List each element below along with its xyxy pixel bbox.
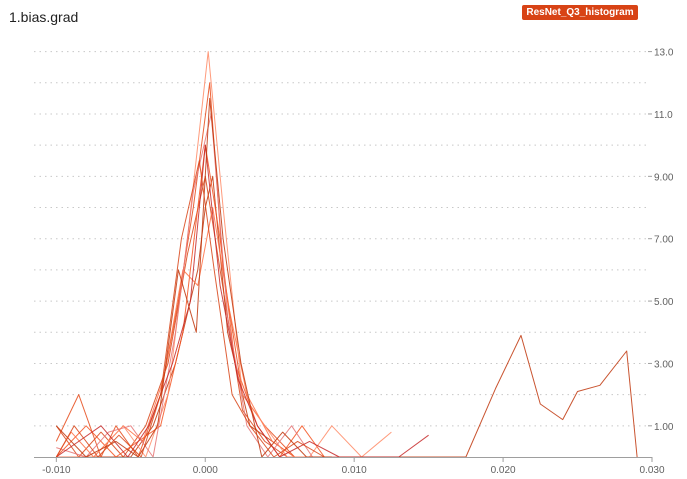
x-tick-label: 0.010 xyxy=(342,465,367,476)
x-tick-label: 0.030 xyxy=(639,465,664,476)
chart-title: 1.bias.grad xyxy=(9,9,79,25)
axis-layer: -0.010 0.000 0.010 0.020 0.030 1.00 3.00 5.00 7.… xyxy=(34,48,674,476)
series-line xyxy=(56,113,340,458)
x-tick-label: -0.010 xyxy=(42,465,71,476)
y-tick-label: 7.00 xyxy=(654,235,674,246)
series-layer xyxy=(55,51,638,458)
x-tick-label: 0.000 xyxy=(193,465,218,476)
grid-layer xyxy=(34,51,650,427)
series-line xyxy=(56,175,638,458)
y-tick-label: 9.00 xyxy=(654,172,674,183)
series-line xyxy=(55,160,325,458)
y-tick-label: 13.0 xyxy=(654,48,674,59)
y-tick-label: 5.00 xyxy=(654,297,674,308)
series-line xyxy=(55,144,355,458)
series-line xyxy=(56,51,392,458)
y-tick-label: 1.00 xyxy=(654,422,674,433)
x-tick-label: 0.020 xyxy=(491,465,516,476)
y-tick-label: 3.00 xyxy=(654,359,674,370)
series-line xyxy=(55,97,332,458)
run-badge[interactable]: ResNet_Q3_histogram xyxy=(522,5,638,20)
y-tick-label: 11.0 xyxy=(654,110,673,121)
